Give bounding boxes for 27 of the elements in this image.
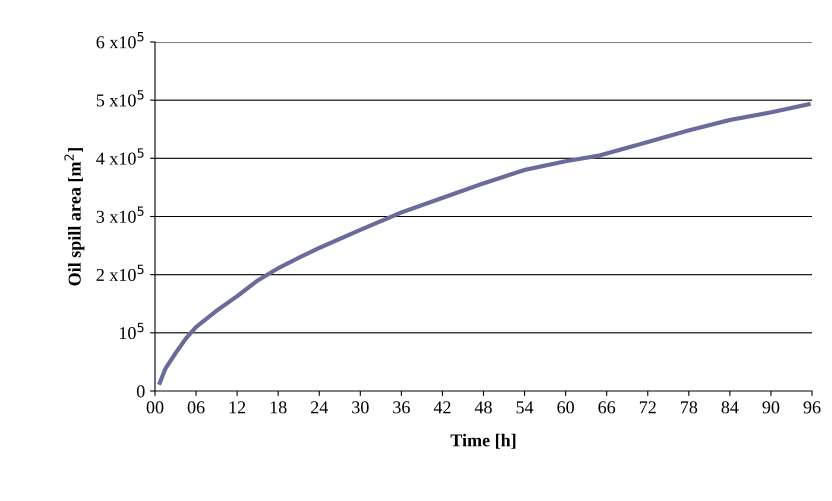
x-tick-label: 66	[598, 401, 616, 414]
x-tick-label: 78	[680, 401, 698, 414]
x-tick-label: 72	[640, 401, 656, 414]
y-tick-label: 10$^{5}$	[120, 322, 144, 340]
x-tick-label: 06	[188, 401, 205, 414]
x-tick-label: 90	[762, 401, 780, 414]
x-axis-title: Time [h]	[450, 434, 516, 449]
x-tick-label: 24	[311, 401, 328, 414]
x-tick-label: 42	[434, 401, 450, 414]
y-axis-title: Oil spill area [m$^{2}$]	[64, 148, 84, 286]
x-tick-label: 84	[722, 401, 739, 414]
x-tick-label: 48	[474, 401, 492, 414]
y-tick-label: 6 x10$^{5}$	[96, 32, 144, 48]
y-tick-label: 2 x10$^{5}$	[96, 264, 144, 282]
line-series	[158, 102, 811, 385]
x-tick-label: 18	[270, 401, 287, 414]
x-tick-label: 96	[804, 401, 820, 414]
y-tick-label: 3 x10$^{5}$	[96, 206, 144, 223]
x-tick-label: 00	[146, 401, 164, 414]
x-tick-label: 36	[393, 401, 410, 414]
x-tick-label: 30	[352, 401, 369, 414]
x-tick-label: 54	[516, 401, 534, 414]
y-tick-label: 5 x10$^{5}$	[96, 90, 144, 107]
x-tick-label: 12	[230, 401, 246, 414]
x-tick-label: 60	[557, 401, 574, 414]
y-tick-label: 4 x10$^{5}$	[96, 148, 144, 165]
y-tick-label: 0	[136, 385, 145, 398]
